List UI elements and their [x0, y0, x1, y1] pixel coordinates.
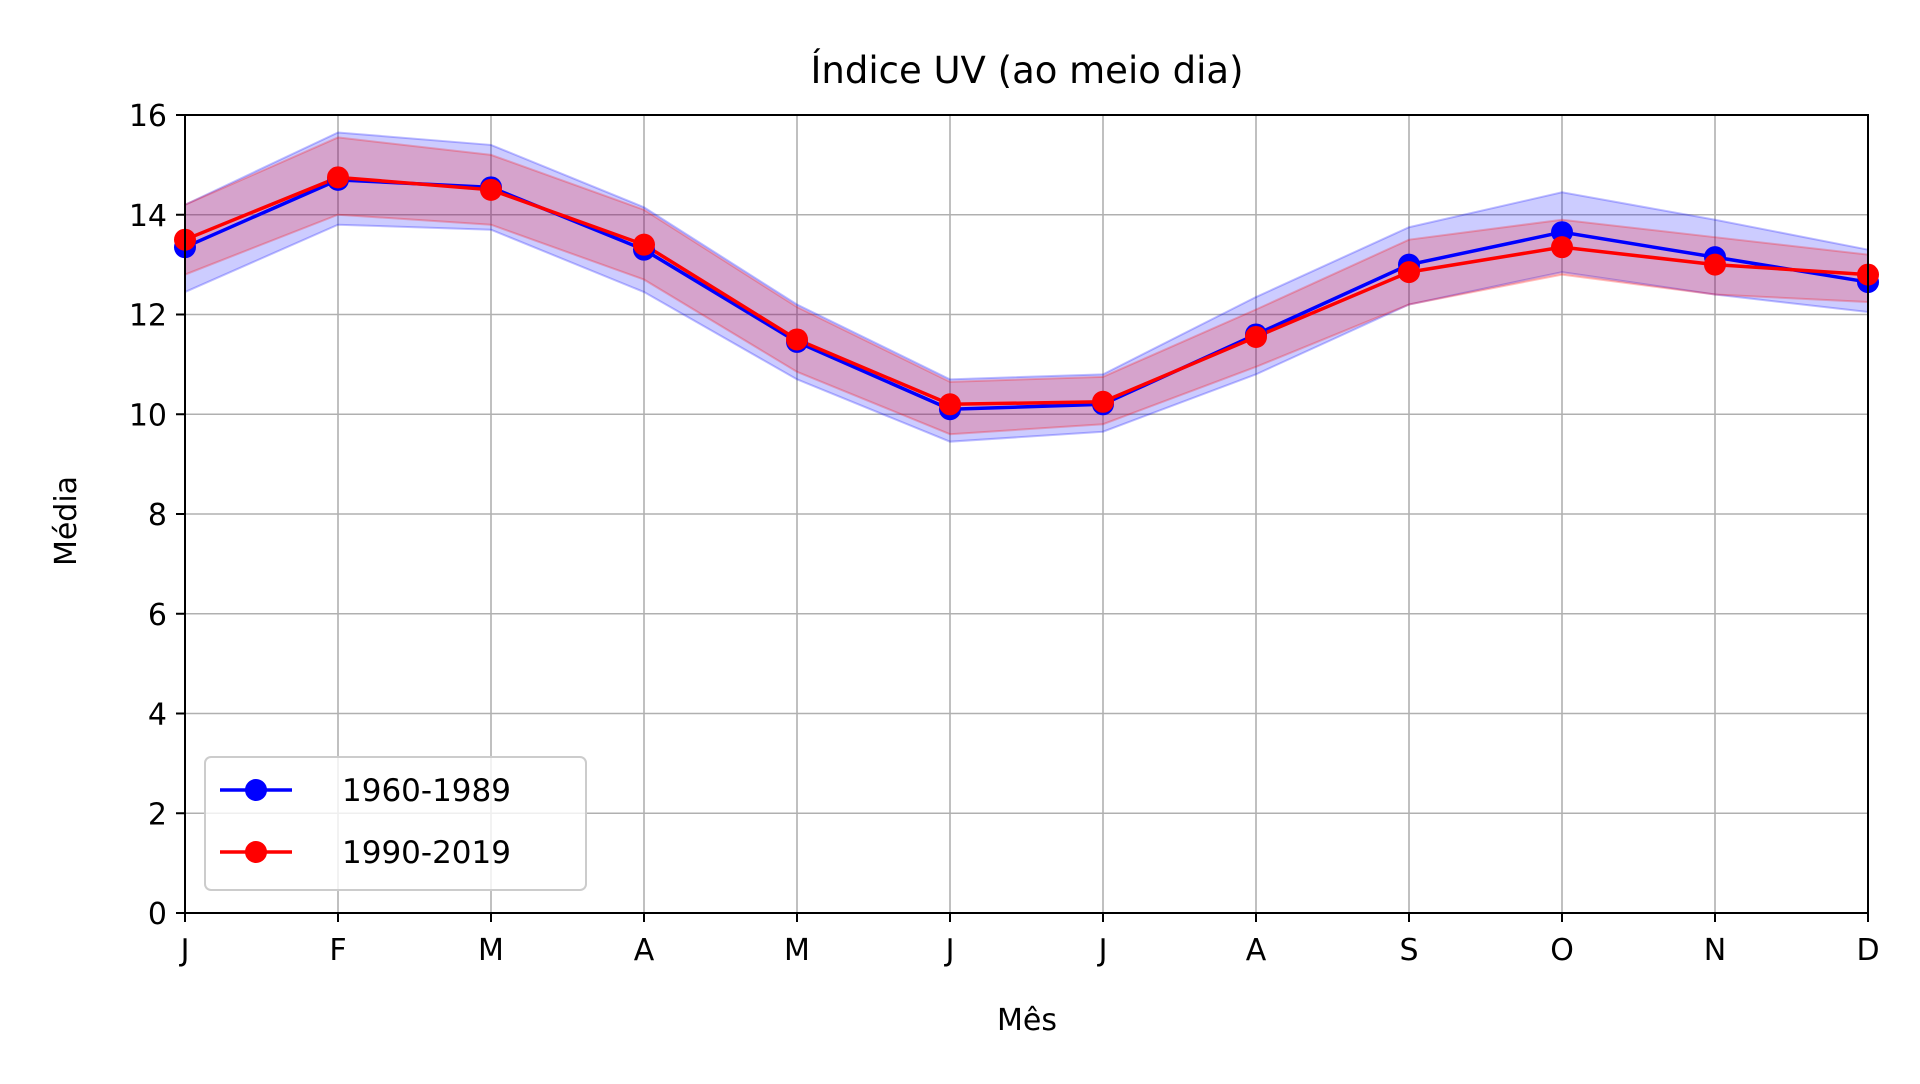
y-tick-label: 16	[129, 99, 167, 134]
legend-label-1960-1989: 1960-1989	[342, 773, 511, 809]
x-tick-label: A	[634, 933, 655, 968]
x-tick-label: J	[944, 933, 955, 968]
y-tick-label: 14	[129, 199, 167, 234]
y-tick-label: 0	[148, 897, 167, 932]
y-tick-label: 2	[148, 797, 167, 832]
series-1990-2019-point	[786, 328, 808, 351]
y-tick-label: 4	[148, 698, 167, 733]
series-1990-2019-point	[1245, 325, 1267, 348]
x-tick-label: M	[478, 933, 504, 968]
series-1990-2019-band	[184, 136, 1869, 436]
x-tick-label: D	[1856, 933, 1879, 968]
series-1990-2019-point	[633, 233, 655, 256]
x-tick-label: F	[329, 933, 346, 968]
x-axis-label: Mês	[997, 1003, 1057, 1038]
x-tick-label: S	[1399, 933, 1418, 968]
y-axis-label: Média	[49, 476, 84, 566]
chart-title: Índice UV (ao meio dia)	[810, 48, 1243, 92]
legend-label-1990-2019: 1990-2019	[342, 835, 511, 871]
legend-marker-1960-1989	[245, 779, 267, 801]
legend-marker-1990-2019	[245, 841, 267, 863]
x-tick-label: J	[1097, 933, 1108, 968]
series-1990-2019-point	[1398, 261, 1420, 284]
series-1990-2019-point	[480, 178, 502, 201]
y-tick-label: 10	[129, 398, 167, 433]
series-1990-2019-line	[184, 175, 1869, 407]
y-tick-label: 8	[148, 498, 167, 533]
chart-legend: 1960-1989 1990-2019	[204, 756, 587, 891]
series-1990-2019-point	[1704, 253, 1726, 276]
x-tick-label: O	[1550, 933, 1574, 968]
x-tick-label: J	[179, 933, 190, 968]
series-1990-2019-point	[1551, 236, 1573, 259]
series-1990-2019-point	[1092, 390, 1114, 413]
x-tick-label: A	[1246, 933, 1267, 968]
series-1990-2019-point	[327, 166, 349, 189]
series-1990-2019-point	[939, 393, 961, 416]
x-tick-label: N	[1704, 933, 1726, 968]
y-tick-label: 12	[129, 299, 167, 334]
legend-box	[204, 756, 587, 891]
y-tick-label: 6	[148, 598, 167, 633]
x-tick-label: M	[784, 933, 810, 968]
